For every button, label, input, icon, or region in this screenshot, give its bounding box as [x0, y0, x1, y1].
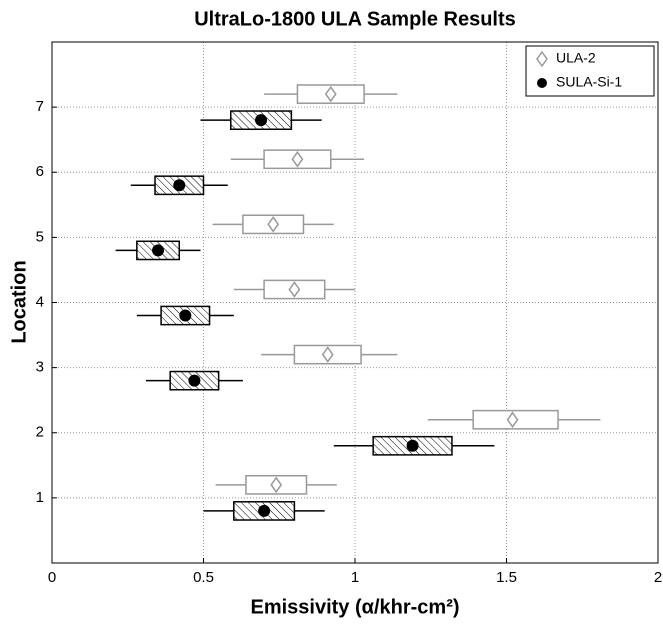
marker	[152, 244, 165, 257]
y-tick-label: 6	[36, 163, 44, 180]
marker	[188, 374, 201, 387]
x-tick-label: 1	[351, 569, 359, 586]
marker	[258, 504, 271, 517]
plot-frame	[51, 41, 659, 564]
y-tick-label: 1	[36, 489, 44, 506]
y-tick-label: 5	[36, 228, 44, 245]
marker	[406, 439, 419, 452]
y-tick-label: 3	[36, 359, 44, 376]
y-tick-label: 4	[36, 293, 44, 310]
marker	[267, 216, 280, 233]
x-tick-label: 0	[48, 569, 56, 586]
legend-label: ULA-2	[556, 50, 596, 66]
x-axis-label: Emissivity (α/khr-cm²)	[250, 596, 459, 618]
marker	[255, 114, 268, 127]
chart-title: UltraLo-1800 ULA Sample Results	[194, 8, 516, 30]
marker	[179, 309, 192, 322]
legend-marker	[537, 78, 547, 88]
legend-marker	[536, 50, 548, 68]
marker	[324, 85, 337, 103]
y-tick-label: 7	[36, 98, 44, 115]
marker	[506, 411, 519, 429]
y-axis-label: Location	[8, 260, 30, 343]
x-tick-label: 0.5	[193, 569, 214, 586]
x-tick-label: 2	[654, 569, 662, 586]
marker	[173, 179, 186, 192]
legend-label: SULA-Si-1	[556, 74, 622, 90]
marker	[270, 476, 283, 494]
marker	[288, 281, 301, 298]
legend-box	[525, 45, 655, 97]
marker	[321, 346, 334, 363]
x-tick-label: 1.5	[496, 569, 517, 586]
y-tick-label: 2	[36, 424, 44, 441]
marker	[291, 150, 304, 168]
